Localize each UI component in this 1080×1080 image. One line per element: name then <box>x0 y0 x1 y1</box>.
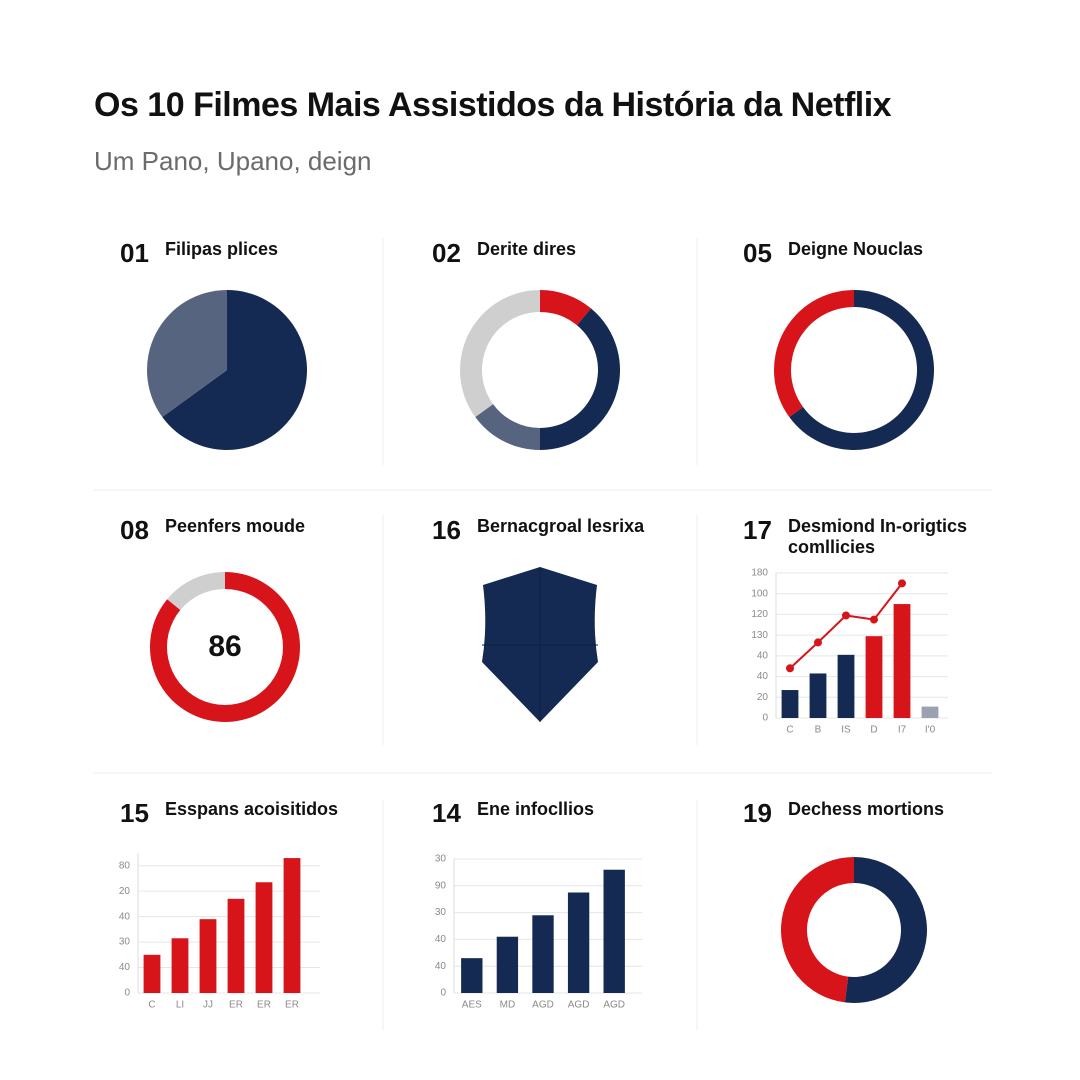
bar <box>227 898 245 993</box>
slice <box>162 290 307 451</box>
line-point <box>898 579 906 588</box>
y-tick-label: 20 <box>757 692 769 703</box>
bar <box>532 915 554 993</box>
x-tick-label: AGD <box>532 1000 554 1011</box>
bar <box>921 706 939 718</box>
x-tick-label: ER <box>285 1000 299 1011</box>
panel-number: 15 <box>120 798 149 828</box>
panel-number: 14 <box>432 798 461 828</box>
panel-title: Bernacgroal lesrixa <box>477 516 645 536</box>
slice <box>780 857 854 1003</box>
panel-title: Dechess mortions <box>788 799 945 819</box>
line-point <box>814 638 822 647</box>
y-tick-label: 120 <box>751 609 768 620</box>
slice <box>460 290 540 418</box>
panel-title: Esspans acoisitidos <box>165 799 339 819</box>
dividers <box>94 238 992 1030</box>
y-tick-label: 130 <box>751 630 768 641</box>
y-tick-label: 0 <box>124 988 130 999</box>
bar <box>171 938 189 993</box>
x-tick-label: D <box>870 725 877 736</box>
panel-title: Filipas plices <box>165 239 279 259</box>
y-tick-label: 30 <box>119 937 131 948</box>
x-tick-label: JJ <box>203 1000 213 1011</box>
panel-number: 19 <box>743 798 772 828</box>
shield <box>482 567 598 722</box>
y-tick-label: 0 <box>762 713 768 724</box>
x-tick-label: MD <box>500 1000 516 1011</box>
x-tick-label: ER <box>229 1000 243 1011</box>
panel-number: 16 <box>432 515 461 545</box>
x-tick-label: C <box>786 725 793 736</box>
y-tick-label: 40 <box>119 911 131 922</box>
panel-number: 05 <box>743 238 772 268</box>
panel-number: 17 <box>743 515 772 545</box>
slice <box>844 857 927 1003</box>
x-tick-label: I'0 <box>925 725 936 736</box>
y-tick-label: 0 <box>440 988 446 999</box>
y-tick-label: 100 <box>751 588 768 599</box>
panel-title: Deigne Nouclas <box>788 239 924 259</box>
panel-title: Derite dires <box>477 239 577 259</box>
slice <box>147 290 227 418</box>
x-tick-label: AES <box>462 1000 482 1011</box>
page-title: Os 10 Filmes Mais Assistidos da História… <box>94 86 892 124</box>
bar <box>781 690 799 718</box>
bar <box>809 673 827 718</box>
bar <box>567 892 590 993</box>
line-point <box>842 611 850 620</box>
bar <box>603 869 625 993</box>
panel-number: 01 <box>120 238 149 268</box>
y-tick-label: 40 <box>435 934 447 945</box>
y-tick-label: 40 <box>435 961 447 972</box>
y-tick-label: 30 <box>435 907 447 918</box>
y-tick-label: 40 <box>757 671 769 682</box>
line-point <box>870 615 878 624</box>
y-tick-label: 40 <box>119 962 131 973</box>
panel-title: Ene infocllios <box>477 799 595 819</box>
y-tick-label: 30 <box>435 854 447 865</box>
x-tick-label: C <box>148 1000 155 1011</box>
x-tick-label: AGD <box>603 1000 625 1011</box>
bar <box>837 654 855 718</box>
panel-number: 02 <box>432 238 461 268</box>
x-tick-label: ER <box>257 1000 271 1011</box>
panel-title: Desmiond In-origtics comllicies <box>788 516 968 557</box>
x-tick-label: I7 <box>898 725 907 736</box>
bar <box>199 919 217 993</box>
bar <box>143 954 161 993</box>
bar <box>255 882 273 993</box>
bar <box>496 936 519 993</box>
slice <box>475 404 540 450</box>
x-tick-label: IS <box>841 725 851 736</box>
panel-number: 08 <box>120 515 149 545</box>
x-tick-label: LI <box>176 1000 184 1011</box>
y-tick-label: 80 <box>119 860 131 871</box>
bar <box>461 958 483 993</box>
y-tick-label: 90 <box>435 880 447 891</box>
slice <box>540 290 591 326</box>
panel-title: Peenfers moude <box>165 516 306 536</box>
bar <box>283 858 301 993</box>
slice <box>774 290 854 418</box>
y-tick-label: 20 <box>119 886 131 897</box>
center-label: 86 <box>208 630 241 663</box>
y-tick-label: 40 <box>757 650 769 661</box>
slice <box>540 308 620 450</box>
y-tick-label: 180 <box>751 568 768 579</box>
x-tick-label: B <box>815 725 822 736</box>
bar <box>865 636 883 718</box>
bar <box>893 604 911 718</box>
page-subtitle: Um Pano, Upano, deign <box>94 146 372 176</box>
slice <box>167 572 225 611</box>
line-point <box>786 664 794 673</box>
x-tick-label: AGD <box>568 1000 590 1011</box>
